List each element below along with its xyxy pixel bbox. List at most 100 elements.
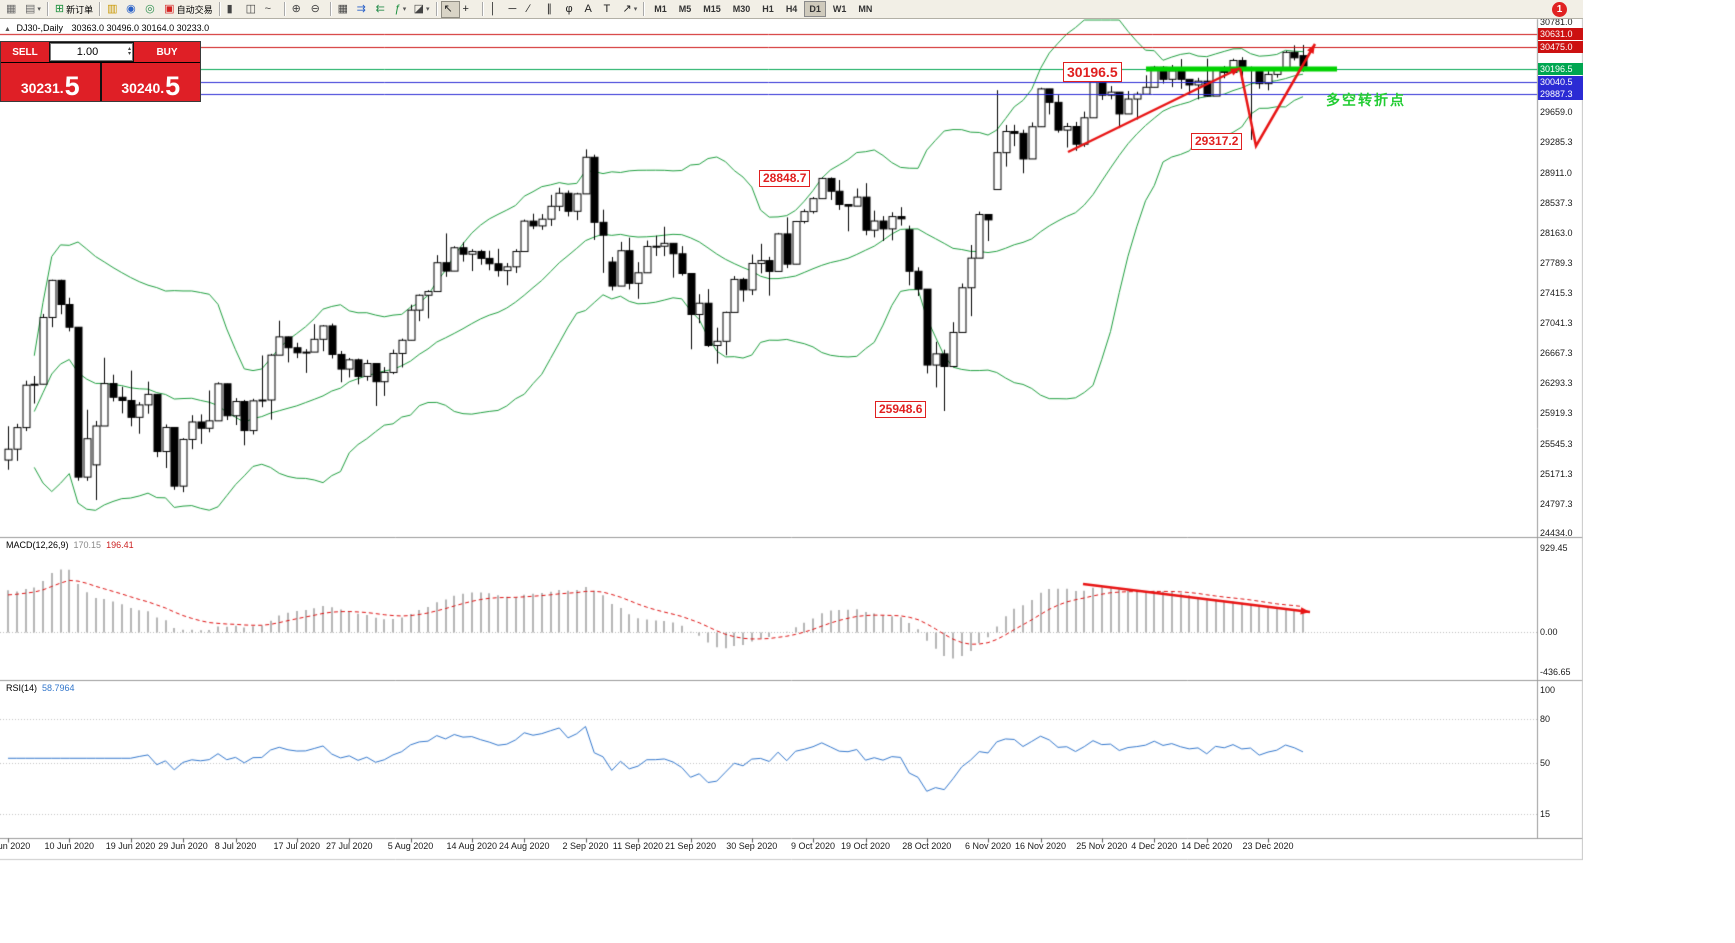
macd-signal-value: 196.41 — [106, 540, 134, 550]
volume-box: ▴ ▾ — [50, 43, 133, 61]
timeframe-h4-button[interactable]: H4 — [781, 1, 803, 17]
bar-chart-button[interactable]: ▮ — [224, 1, 243, 18]
trendline-button[interactable]: ∕ — [525, 1, 544, 18]
main-toolbar: ▦ ▤ ▾ ⊞ 新订单 ▥ ◉ ◎ ▣ 自动交易 ▮ ◫ ~ ⊕ ⊖ ▦ ⇉ ⇇ ƒ ▾ ◪ ▾ ↖ + │ ─ ∕ ∥ φ A T ↗ ▾ M1… — [0, 0, 1583, 19]
new-order-icon: ⊞ — [54, 2, 65, 15]
rsi-name: RSI(14) — [6, 683, 38, 693]
sell-price[interactable]: 30231. 5 — [1, 63, 100, 101]
timeframe-d1-button[interactable]: D1 — [804, 1, 826, 17]
crosshair-button[interactable]: + — [460, 1, 479, 18]
toolbar-separator — [283, 2, 286, 16]
templates-icon: ◪ — [413, 2, 424, 15]
crosshair-icon: + — [462, 2, 469, 15]
toolbar-separator — [643, 2, 646, 16]
fibonacci-icon: φ — [565, 2, 573, 15]
sell-price-big-digit: 5 — [64, 71, 80, 101]
auto-scroll-icon: ⇉ — [356, 2, 366, 15]
channel-icon: ∥ — [546, 2, 553, 15]
zoom-in-icon: ⊕ — [291, 2, 301, 15]
toolbar-separator — [435, 2, 438, 16]
tile-windows-button[interactable]: ▦ — [335, 1, 354, 18]
toolbar-separator — [218, 2, 221, 16]
zoom-out-button[interactable]: ⊖ — [308, 1, 327, 18]
caret-down-icon: ▾ — [37, 6, 41, 13]
toolbar-separator — [99, 2, 102, 16]
cursor-button[interactable]: ↖ — [440, 0, 460, 18]
templates-button[interactable]: ◪ ▾ — [411, 1, 433, 18]
data-window-icon: ◉ — [126, 2, 136, 15]
chart-canvas[interactable] — [0, 0, 1583, 862]
profiles-button[interactable]: ▤ ▾ — [22, 1, 44, 18]
label-button[interactable]: T — [601, 1, 620, 18]
timeframe-m15-button[interactable]: M15 — [698, 1, 726, 17]
chart-title: ▲ DJ30-,Daily 30363.0 30496.0 30164.0 30… — [4, 23, 209, 33]
indicators-button[interactable]: ƒ ▾ — [392, 1, 411, 18]
buy-button[interactable]: BUY — [134, 42, 200, 62]
trade-panel-top-row: SELL ▴ ▾ BUY — [1, 42, 200, 62]
tile-windows-icon: ▦ — [337, 2, 348, 15]
spinner-up-icon[interactable]: ▴ — [127, 46, 131, 52]
market-watch-button[interactable]: ▥ — [104, 1, 123, 18]
arrows-icon: ↗ — [622, 2, 632, 15]
macd-label: MACD(12,26,9) 170.15 196.41 — [6, 540, 134, 550]
line-chart-icon: ~ — [264, 2, 272, 15]
chart-symbol-period: DJ30-,Daily — [16, 23, 63, 33]
toolbar-separator — [329, 2, 332, 16]
new-order-button-label: 新订单 — [66, 4, 94, 15]
buy-price[interactable]: 30240. 5 — [99, 63, 200, 101]
navigator-button[interactable]: ◎ — [142, 1, 161, 18]
toolbar-separator — [46, 2, 49, 16]
profiles-icon: ▤ — [25, 2, 36, 15]
auto-scroll-button[interactable]: ⇉ — [354, 1, 373, 18]
vertical-line-icon: │ — [489, 2, 497, 15]
notification-badge[interactable]: 1 — [1552, 2, 1567, 17]
horizontal-line-icon: ─ — [508, 2, 517, 15]
fibonacci-button[interactable]: φ — [563, 1, 582, 18]
collapse-icon[interactable]: ▲ — [4, 26, 11, 33]
trendline-icon: ∕ — [527, 2, 530, 15]
volume-spinner: ▴ ▾ — [127, 44, 132, 60]
indicators-icon: ƒ — [394, 2, 401, 15]
caret-down-icon: ▾ — [402, 6, 407, 13]
rsi-label: RSI(14) 58.7964 — [6, 683, 75, 693]
spinner-down-icon[interactable]: ▾ — [127, 51, 131, 57]
vertical-line-button[interactable]: │ — [487, 1, 506, 18]
sell-button[interactable]: SELL — [1, 42, 49, 62]
volume-input[interactable] — [51, 46, 132, 58]
timeframe-w1-button[interactable]: W1 — [828, 1, 852, 17]
candlestick-chart-button[interactable]: ◫ — [243, 1, 262, 18]
timeframe-m1-button[interactable]: M1 — [649, 1, 672, 17]
timeframe-mn-button[interactable]: MN — [853, 1, 877, 17]
rsi-value: 58.7964 — [42, 683, 75, 693]
autotrade-button[interactable]: ▣ 自动交易 — [161, 1, 215, 18]
autotrade-button-label: 自动交易 — [176, 4, 213, 15]
navigator-icon: ◎ — [145, 2, 155, 15]
timeframe-m30-button[interactable]: M30 — [728, 1, 756, 17]
zoom-out-icon: ⊖ — [310, 2, 320, 15]
channel-button[interactable]: ∥ — [544, 1, 563, 18]
new-chart-icon: ▦ — [6, 2, 17, 15]
new-order-button[interactable]: ⊞ 新订单 — [52, 1, 96, 18]
buy-price-main: 30240. — [121, 80, 165, 96]
chart-shift-button[interactable]: ⇇ — [373, 1, 392, 18]
arrows-button[interactable]: ↗ ▾ — [620, 1, 641, 18]
timeframe-m5-button[interactable]: M5 — [674, 1, 697, 17]
cursor-icon: ↖ — [443, 2, 453, 15]
caret-down-icon: ▾ — [425, 6, 430, 13]
new-chart-button[interactable]: ▦ — [3, 1, 22, 18]
trade-panel-price-row: 30231. 5 30240. 5 — [1, 62, 200, 101]
toolbar-separator — [481, 2, 484, 16]
line-chart-button[interactable]: ~ — [262, 1, 281, 18]
data-window-button[interactable]: ◉ — [123, 1, 142, 18]
chart-ohlc-values: 30363.0 30496.0 30164.0 30233.0 — [71, 23, 210, 33]
one-click-trading-panel: SELL ▴ ▾ BUY 30231. 5 30240. 5 — [0, 41, 201, 102]
zoom-in-button[interactable]: ⊕ — [289, 1, 308, 18]
timeframe-h1-button[interactable]: H1 — [757, 1, 779, 17]
text-button[interactable]: A — [582, 1, 601, 18]
caret-down-icon: ▾ — [633, 6, 638, 13]
horizontal-line-button[interactable]: ─ — [506, 1, 525, 18]
buy-price-big-digit: 5 — [165, 71, 181, 101]
sell-price-main: 30231. — [20, 80, 64, 96]
candlestick-chart-icon: ◫ — [245, 2, 256, 15]
